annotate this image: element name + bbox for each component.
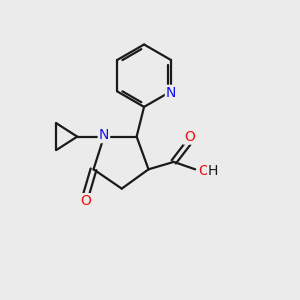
Text: H: H	[208, 164, 218, 178]
Text: O: O	[199, 164, 210, 178]
Text: N: N	[99, 128, 109, 142]
Text: O: O	[184, 130, 195, 144]
Text: O: O	[81, 194, 92, 208]
Text: N: N	[166, 86, 176, 100]
